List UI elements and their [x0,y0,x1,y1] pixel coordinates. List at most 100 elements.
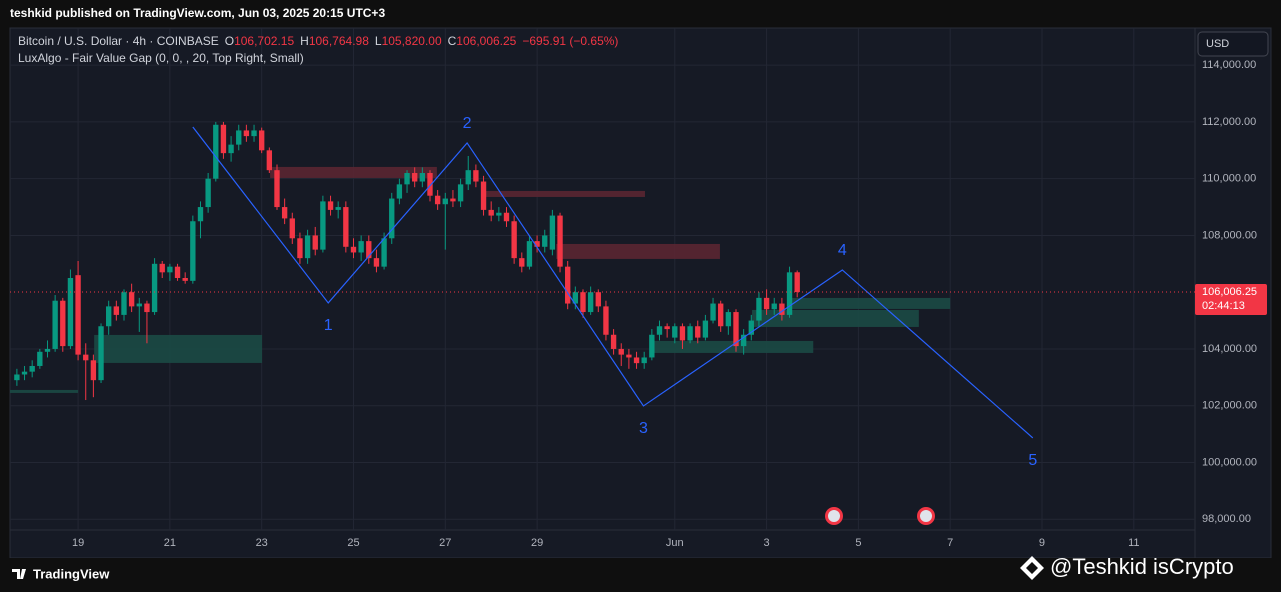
x-tick-label: 25 [347,537,359,549]
candle-body [251,130,257,137]
fvg-zone [651,340,814,353]
y-tick-label: 100,000.00 [1202,456,1257,468]
candle-body [664,326,670,330]
candle-body [656,326,663,335]
candle-body [236,130,242,145]
candle-body [786,272,793,315]
candle-body [136,303,142,307]
x-tick-label: 9 [1039,537,1045,549]
watermark: @Teshkid isCrypto [1050,554,1234,579]
candle-body [98,326,104,381]
candle-body [641,357,647,364]
candle-body [794,272,800,293]
x-tick-label: 11 [1128,537,1139,549]
candle-body [335,207,341,210]
x-tick-label: Jun [666,537,684,549]
x-tick-label: 21 [164,537,176,549]
candle-body [457,184,464,202]
candle-body [626,354,632,358]
candle-body [450,198,456,202]
candle-body [190,221,196,281]
candle-body [29,365,35,372]
candle-body [289,218,295,239]
candle-body [580,292,586,313]
ohlc-key: C [448,34,457,48]
fvg-zone [752,309,919,327]
candle-body [763,297,770,310]
candle-body [687,326,693,341]
candle-body [327,201,334,210]
candle-body [412,173,418,182]
candle-body [396,184,403,199]
fvg-zone [556,243,720,259]
candle-body [259,130,265,151]
candle-body [748,320,754,335]
legend-line: Bitcoin / U.S. Dollar · 4h · COINBASE O10… [18,34,618,48]
candle-body [725,312,732,327]
wave-label: 4 [838,242,847,259]
candle-body [350,246,357,253]
candle-body [304,235,311,259]
candle-body [128,292,135,307]
ohlc-key: H [300,34,309,48]
candle-body [358,241,364,253]
candle-body [473,170,479,182]
candle-body [281,207,288,219]
candle-body [496,212,502,216]
candle-body [297,238,303,259]
candle-body [366,241,372,259]
candle-body [266,150,273,171]
fvg-zone [94,334,263,363]
candle-body [14,374,20,381]
candle-body [320,201,326,250]
ohlc-value: 105,820.00 [382,34,442,48]
countdown: 02:44:13 [1202,300,1245,312]
ohlc-value: 106,764.98 [309,34,369,48]
fvg-zone [10,389,79,393]
candle-body [144,303,150,313]
candle-body [771,303,777,310]
candle-body [756,297,762,321]
candle-body [565,266,571,304]
ohlc: O106,702.15 H106,764.98 L105,820.00 C106,00… [225,34,517,48]
candle-body [37,351,43,366]
fvg-zone [790,297,951,309]
candle-body [389,198,395,239]
candle-body [220,124,227,154]
event-icons [825,507,935,525]
candle-body [90,360,97,381]
candle-body [274,170,280,208]
candle-body [542,235,548,247]
overlay: 1 2 3 4 5 106,006.25 02:44:13 [10,115,1267,469]
x-tick-label: 29 [531,537,543,549]
candle-body [419,173,426,182]
y-tick-label: 114,000.00 [1202,59,1256,71]
candle-body [572,292,579,304]
last-price-box [1195,284,1267,316]
wave-label: 3 [639,420,648,437]
y-tick-label: 110,000.00 [1202,173,1256,185]
candle-body [526,241,533,267]
x-tick-label: 23 [256,537,268,549]
candle-body [442,198,448,205]
candle-body [174,266,181,279]
wave-label: 5 [1028,452,1037,469]
ohlc-key: O [225,34,234,48]
candle-body [779,303,785,315]
ohlc-key: L [375,34,382,48]
candle-body [610,334,617,349]
chart-bg [9,27,1272,559]
candle-body [75,275,81,355]
candle-body [672,326,678,338]
candle-body [718,303,724,327]
candle-body [228,144,234,154]
candle-body [404,173,410,185]
candle-body [702,320,709,338]
candle-body [618,348,624,355]
candle-body [52,300,58,349]
x-tick-label: 27 [439,537,451,549]
candle-body [603,306,609,335]
candle-body [549,215,556,250]
candle-body [373,258,380,267]
currency-button[interactable] [1197,31,1269,57]
